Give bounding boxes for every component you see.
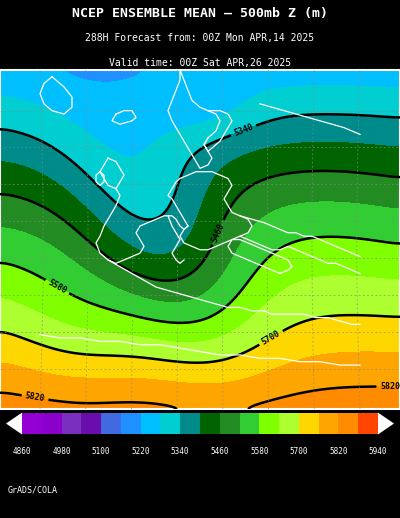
Polygon shape (6, 412, 22, 435)
Bar (319, 412, 338, 435)
Bar (180, 412, 200, 435)
Bar (240, 412, 259, 435)
Text: 5700: 5700 (260, 329, 282, 347)
Text: 5340: 5340 (233, 123, 254, 138)
Bar (81, 412, 101, 435)
Text: 5940: 5940 (369, 447, 387, 456)
Bar (101, 412, 121, 435)
Bar (299, 412, 319, 435)
Text: NCEP ENSEMBLE MEAN – 500mb Z (m): NCEP ENSEMBLE MEAN – 500mb Z (m) (72, 7, 328, 21)
Bar (259, 412, 279, 435)
Bar (121, 412, 141, 435)
Polygon shape (378, 412, 394, 435)
Bar (141, 412, 160, 435)
Text: 5100: 5100 (92, 447, 110, 456)
Bar (160, 412, 180, 435)
Text: 5820: 5820 (380, 382, 400, 391)
Bar (358, 412, 378, 435)
Text: 288H Forecast from: 00Z Mon APR,14 2025: 288H Forecast from: 00Z Mon APR,14 2025 (86, 34, 314, 44)
Bar (62, 412, 81, 435)
Text: 5820: 5820 (24, 392, 46, 404)
Text: 5220: 5220 (132, 447, 150, 456)
Text: 5580: 5580 (46, 278, 68, 296)
Bar (338, 412, 358, 435)
Text: 5580: 5580 (250, 447, 268, 456)
Text: 5460: 5460 (210, 447, 229, 456)
Bar (220, 412, 240, 435)
Text: 4980: 4980 (52, 447, 71, 456)
Text: 5460: 5460 (210, 221, 226, 243)
Bar (200, 412, 220, 435)
Text: 5340: 5340 (171, 447, 190, 456)
Bar (279, 412, 299, 435)
Text: 4860: 4860 (13, 447, 31, 456)
Text: Valid time: 00Z Sat APR,26 2025: Valid time: 00Z Sat APR,26 2025 (109, 58, 291, 68)
Text: 5820: 5820 (329, 447, 348, 456)
Bar (22, 412, 42, 435)
Bar (42, 412, 62, 435)
Text: 5700: 5700 (290, 447, 308, 456)
Text: GrADS/COLA: GrADS/COLA (8, 485, 58, 494)
